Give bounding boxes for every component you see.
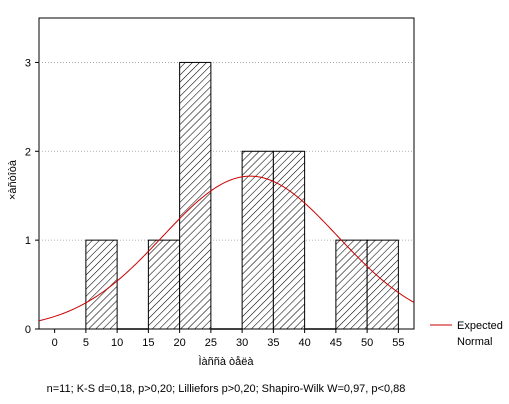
histogram-bar bbox=[335, 239, 368, 330]
y-tick-label: 1 bbox=[25, 235, 31, 247]
x-tick-label: 10 bbox=[111, 337, 123, 349]
y-tick-label: 3 bbox=[25, 57, 31, 69]
x-tick-label: 45 bbox=[330, 337, 342, 349]
legend-label-line2: Normal bbox=[457, 336, 492, 348]
x-tick-label: 15 bbox=[142, 337, 154, 349]
y-tick-label: 0 bbox=[25, 324, 31, 336]
stats-caption: n=11; K-S d=0,18, p>0,20; Lilliefors p>0… bbox=[47, 383, 406, 395]
legend-label-line1: Expected bbox=[457, 320, 503, 332]
x-axis-title: Ìàññà òåëà bbox=[198, 355, 254, 368]
histogram-bar bbox=[179, 61, 212, 330]
x-tick-label: 25 bbox=[205, 337, 217, 349]
normal-curve-line bbox=[39, 175, 414, 322]
x-tick-label: 30 bbox=[236, 337, 248, 349]
histogram-bars bbox=[85, 61, 399, 330]
y-axis-ticks: 0 1 2 3 bbox=[25, 57, 39, 336]
x-tick-label: 55 bbox=[392, 337, 404, 349]
histogram-bar bbox=[241, 150, 274, 330]
x-tick-label: 50 bbox=[361, 337, 373, 349]
histogram-bar bbox=[272, 150, 306, 330]
x-tick-label: 5 bbox=[83, 337, 89, 349]
normal-curve bbox=[39, 175, 414, 322]
histogram-bar bbox=[366, 239, 399, 330]
x-tick-label: 0 bbox=[52, 337, 58, 349]
y-axis-title: ×àñòîòà bbox=[7, 159, 19, 200]
y-tick-label: 2 bbox=[25, 146, 31, 158]
x-tick-label: 20 bbox=[174, 337, 186, 349]
x-tick-label: 40 bbox=[299, 337, 311, 349]
x-tick-label: 35 bbox=[267, 337, 279, 349]
histogram-bar bbox=[147, 239, 181, 330]
legend: Expected Normal bbox=[430, 320, 503, 348]
x-axis-ticks: 0 5 10 15 20 25 30 35 40 45 50 55 bbox=[52, 329, 405, 349]
